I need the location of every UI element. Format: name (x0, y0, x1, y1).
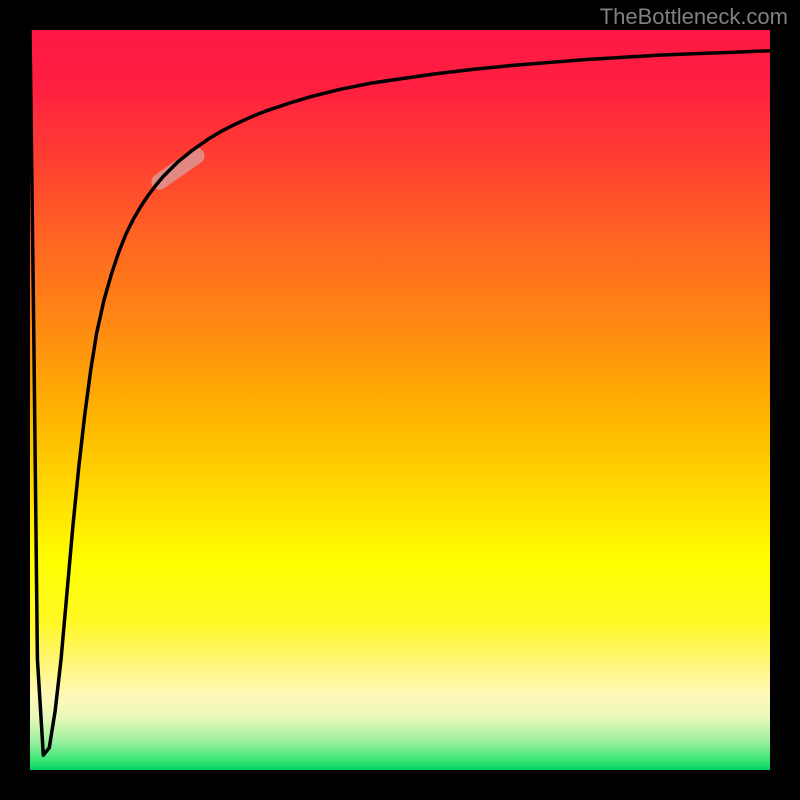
chart-container: { "watermark": { "text": "TheBottleneck.… (0, 0, 800, 800)
bottleneck-chart (0, 0, 800, 800)
plot-background (30, 30, 770, 770)
watermark-text: TheBottleneck.com (600, 4, 788, 30)
